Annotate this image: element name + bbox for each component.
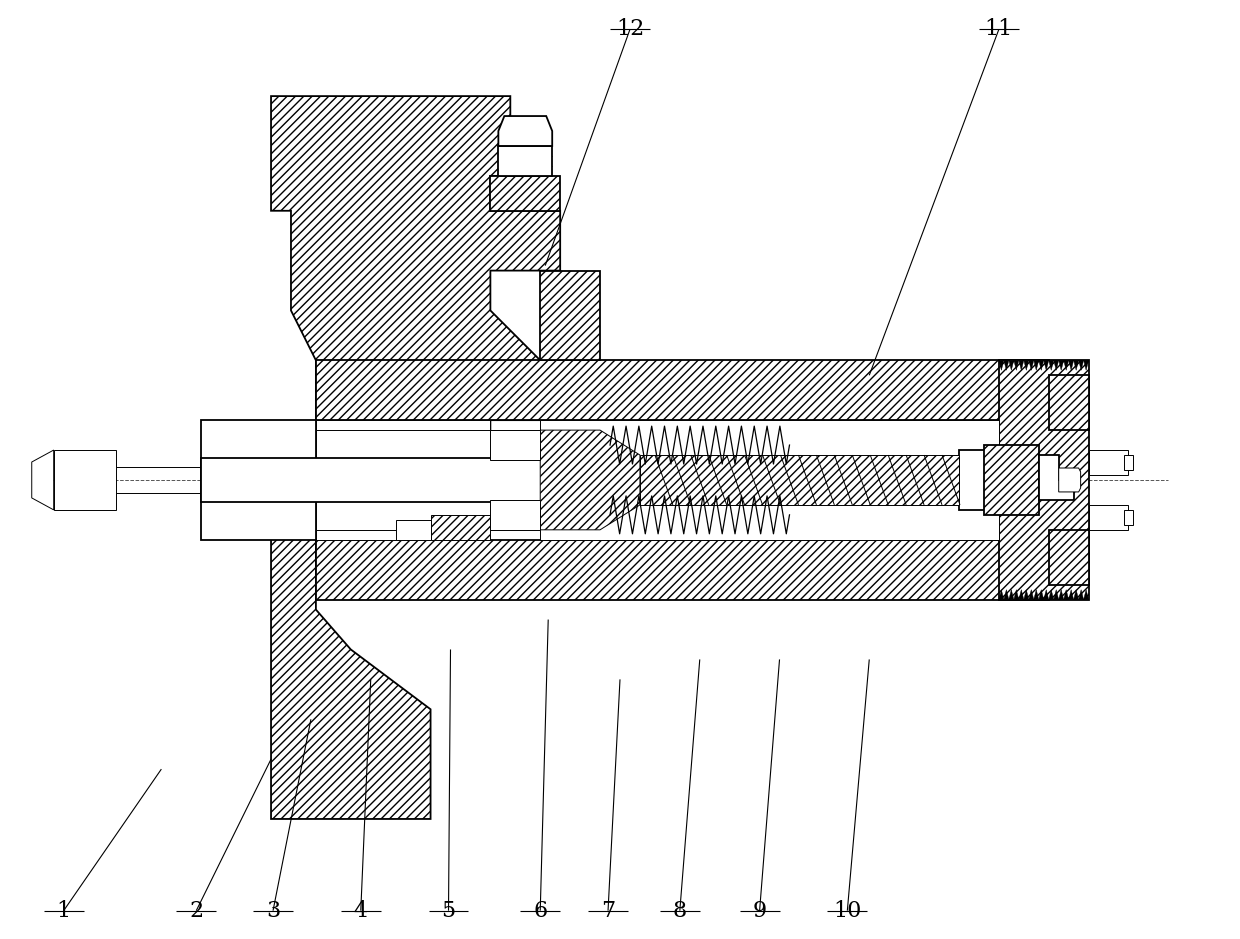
Polygon shape: [1029, 590, 1034, 600]
Text: 9: 9: [753, 900, 766, 922]
Polygon shape: [1009, 361, 1014, 370]
Polygon shape: [1059, 468, 1080, 492]
Polygon shape: [53, 450, 117, 510]
Polygon shape: [1064, 361, 1069, 370]
Polygon shape: [490, 176, 560, 210]
Polygon shape: [541, 270, 600, 361]
Polygon shape: [498, 146, 552, 176]
Polygon shape: [1074, 590, 1079, 600]
Polygon shape: [541, 420, 999, 540]
Polygon shape: [430, 515, 490, 540]
Text: 6: 6: [533, 900, 547, 922]
Polygon shape: [316, 361, 1049, 420]
Polygon shape: [498, 116, 552, 146]
Polygon shape: [1049, 530, 1089, 585]
Text: 3: 3: [265, 900, 280, 922]
Polygon shape: [1054, 361, 1059, 370]
Polygon shape: [999, 361, 1089, 600]
Polygon shape: [1079, 361, 1084, 370]
Text: 2: 2: [190, 900, 203, 922]
Polygon shape: [1014, 590, 1019, 600]
Polygon shape: [272, 510, 430, 819]
Polygon shape: [272, 96, 560, 455]
Polygon shape: [1039, 361, 1044, 370]
Polygon shape: [1059, 590, 1064, 600]
Polygon shape: [640, 455, 959, 505]
Text: 1: 1: [57, 900, 71, 922]
Polygon shape: [1069, 590, 1074, 600]
Polygon shape: [316, 540, 1049, 600]
Text: 5: 5: [441, 900, 455, 922]
Polygon shape: [490, 500, 541, 530]
Polygon shape: [1079, 590, 1084, 600]
Polygon shape: [1059, 361, 1064, 370]
Polygon shape: [1089, 505, 1128, 530]
Text: 12: 12: [616, 18, 644, 40]
Text: 7: 7: [601, 900, 615, 922]
Polygon shape: [1123, 510, 1133, 525]
Polygon shape: [1044, 590, 1049, 600]
Polygon shape: [1074, 361, 1079, 370]
Polygon shape: [316, 420, 490, 455]
Polygon shape: [1004, 361, 1009, 370]
Polygon shape: [959, 450, 999, 510]
Text: 10: 10: [833, 900, 862, 922]
Text: 4: 4: [353, 900, 368, 922]
Polygon shape: [1064, 590, 1069, 600]
Polygon shape: [1004, 590, 1009, 600]
Polygon shape: [1123, 455, 1133, 470]
Polygon shape: [1019, 361, 1024, 370]
Polygon shape: [999, 361, 1004, 370]
Polygon shape: [983, 445, 1039, 515]
Polygon shape: [1034, 361, 1039, 370]
Polygon shape: [490, 430, 541, 460]
Text: 8: 8: [672, 900, 687, 922]
Polygon shape: [1039, 590, 1044, 600]
Polygon shape: [32, 450, 53, 510]
Polygon shape: [1049, 361, 1054, 370]
Polygon shape: [541, 430, 640, 530]
Polygon shape: [1029, 361, 1034, 370]
Polygon shape: [1039, 455, 1074, 500]
Polygon shape: [1019, 590, 1024, 600]
Polygon shape: [1044, 361, 1049, 370]
Polygon shape: [1024, 590, 1029, 600]
Text: 11: 11: [985, 18, 1013, 40]
Polygon shape: [1054, 590, 1059, 600]
Polygon shape: [1084, 590, 1089, 600]
Polygon shape: [1014, 361, 1019, 370]
Polygon shape: [1024, 361, 1029, 370]
Polygon shape: [1069, 361, 1074, 370]
Polygon shape: [201, 458, 983, 502]
Polygon shape: [1034, 590, 1039, 600]
Polygon shape: [316, 505, 490, 540]
Polygon shape: [201, 420, 316, 540]
Polygon shape: [1009, 590, 1014, 600]
Polygon shape: [316, 430, 541, 530]
Polygon shape: [1089, 450, 1128, 475]
Polygon shape: [1084, 361, 1089, 370]
Polygon shape: [999, 590, 1004, 600]
Polygon shape: [1049, 590, 1054, 600]
Polygon shape: [1049, 376, 1089, 430]
Polygon shape: [396, 520, 430, 540]
